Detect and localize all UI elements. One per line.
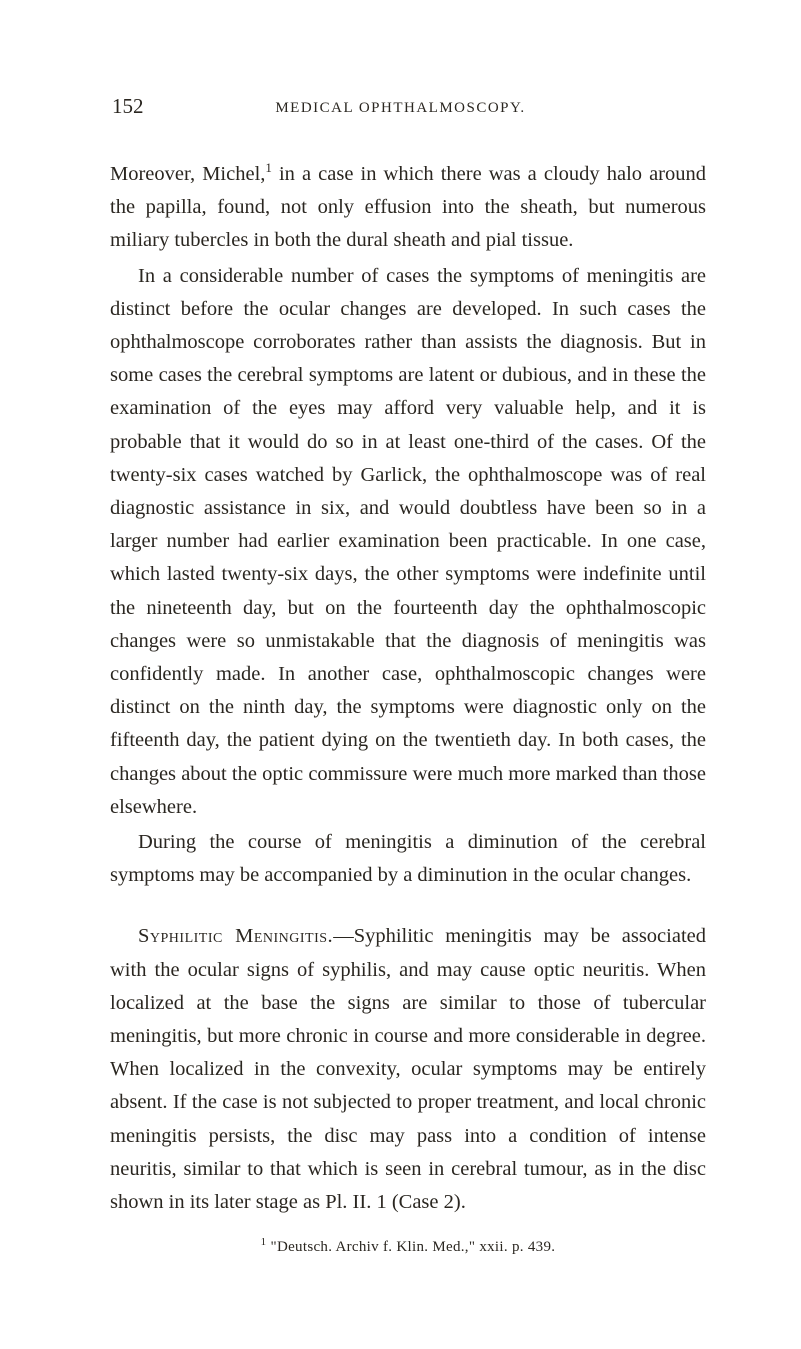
- paragraph-2: In a considerable number of cases the sy…: [110, 260, 706, 824]
- paragraph-4: Syphilitic Meningitis.—Syphilitic mening…: [110, 920, 706, 1219]
- paragraph-3: During the course of meningitis a diminu…: [110, 826, 706, 892]
- page-header: MEDICAL OPHTHALMOSCOPY.: [0, 100, 801, 117]
- page-content: Moreover, Michel,1 in a case in which th…: [110, 158, 706, 1260]
- paragraph-1: Moreover, Michel,1 in a case in which th…: [110, 158, 706, 258]
- footnote-1: 1 "Deutsch. Archiv f. Klin. Med.," xxii.…: [110, 1235, 706, 1259]
- paragraph-4-text: —Syphilitic meningitis may be associated…: [110, 925, 706, 1213]
- section-heading-syphilitic: Syphilitic Meningitis.: [138, 925, 333, 947]
- footnote-text: "Deutsch. Archiv f. Klin. Med.," xxii. p…: [266, 1239, 555, 1255]
- paragraph-1-text-a: Moreover, Michel,: [110, 163, 265, 185]
